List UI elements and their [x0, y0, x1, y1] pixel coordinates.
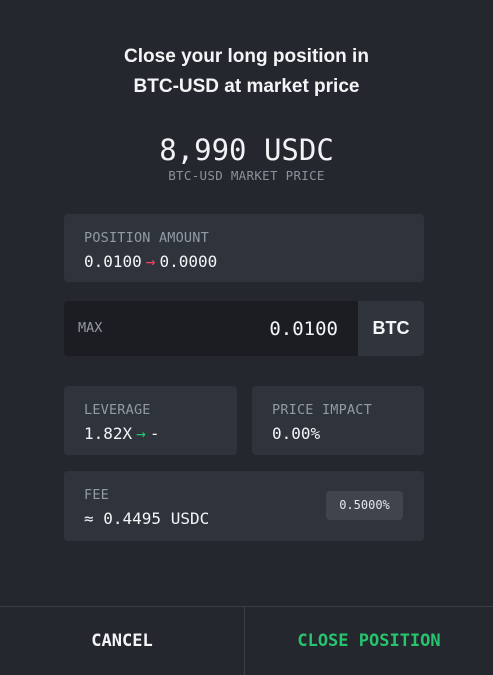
- price-impact-value: 0.00%: [272, 424, 320, 443]
- cancel-button[interactable]: CANCEL: [0, 607, 244, 675]
- dialog-title-line2: BTC-USD at market price: [0, 72, 493, 102]
- leverage-change: 1.82X → -: [84, 424, 159, 443]
- market-price-label: BTC-USD MARKET PRICE: [0, 168, 493, 183]
- position-amount-from: 0.0100: [84, 252, 142, 271]
- arrow-right-red-icon: →: [146, 252, 156, 271]
- amount-unit-label: BTC: [358, 301, 424, 356]
- close-position-button[interactable]: CLOSE POSITION: [245, 607, 493, 675]
- price-impact-card: PRICE IMPACT 0.00%: [252, 386, 424, 455]
- max-button[interactable]: MAX: [78, 320, 102, 336]
- leverage-card: LEVERAGE 1.82X → -: [64, 386, 237, 455]
- fee-rate-badge: 0.5000%: [326, 491, 403, 520]
- amount-input[interactable]: [178, 316, 338, 342]
- market-price-value: 8,990 USDC: [0, 132, 493, 168]
- leverage-from: 1.82X: [84, 424, 132, 443]
- amount-input-box: MAX: [64, 301, 358, 356]
- position-amount-card: POSITION AMOUNT 0.0100 → 0.0000: [64, 214, 424, 282]
- amount-input-row: MAX BTC: [64, 301, 424, 356]
- leverage-to: -: [150, 424, 160, 443]
- fee-label: FEE: [84, 487, 109, 503]
- dialog-footer: CANCEL CLOSE POSITION: [0, 606, 493, 675]
- fee-value: ≈ 0.4495 USDC: [84, 509, 209, 528]
- price-impact-label: PRICE IMPACT: [272, 402, 372, 418]
- arrow-right-green-icon: →: [136, 424, 146, 443]
- leverage-label: LEVERAGE: [84, 402, 151, 418]
- position-amount-to: 0.0000: [159, 252, 217, 271]
- dialog-title-line1: Close your long position in: [0, 42, 493, 72]
- dialog-title: Close your long position in BTC-USD at m…: [0, 42, 493, 102]
- position-amount-label: POSITION AMOUNT: [84, 230, 209, 246]
- position-amount-change: 0.0100 → 0.0000: [84, 252, 217, 271]
- fee-card: FEE ≈ 0.4495 USDC 0.5000%: [64, 471, 424, 541]
